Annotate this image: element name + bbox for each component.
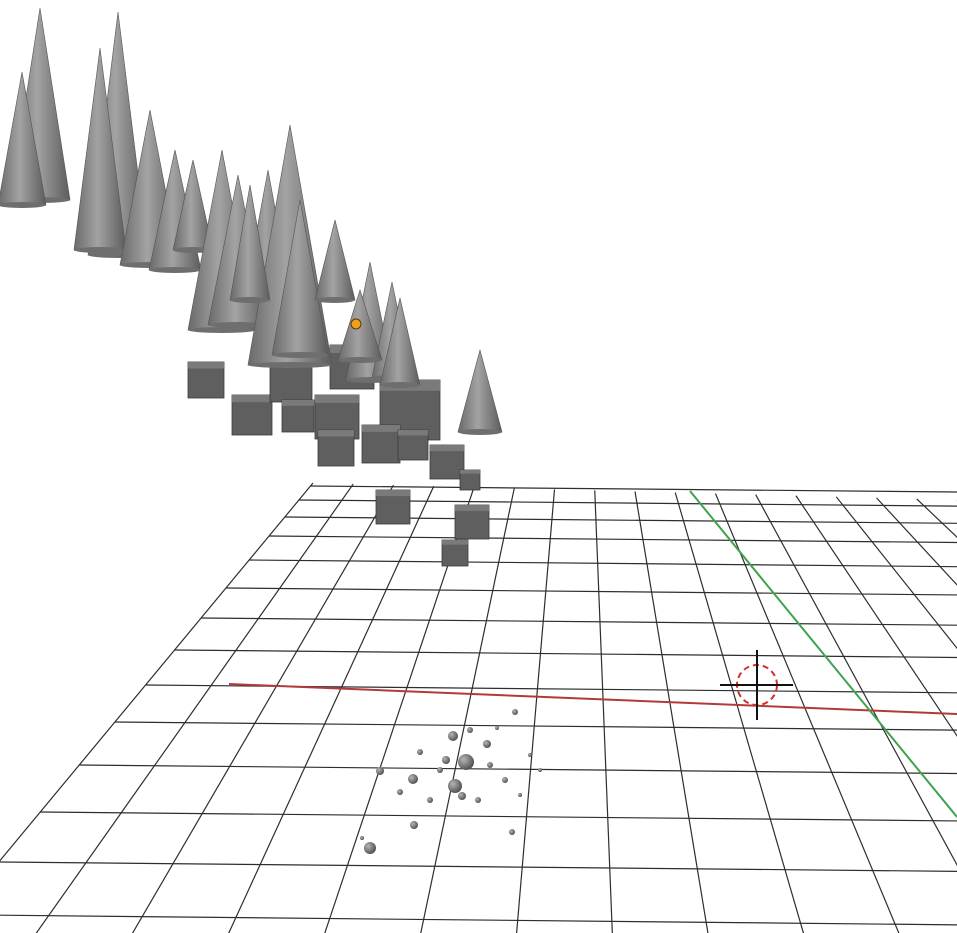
cube-top-face: [318, 430, 354, 437]
grid-line: [114, 721, 957, 731]
x-axis-line: [228, 683, 957, 715]
cone-object[interactable]: [457, 348, 503, 433]
grid-line: [201, 617, 957, 626]
cone-base: [272, 352, 328, 358]
y-axis-line: [689, 490, 957, 818]
particle: [417, 749, 423, 755]
cone-base: [208, 322, 268, 328]
grid-line: [876, 497, 957, 586]
cube-top-face: [282, 400, 314, 406]
particle: [458, 754, 474, 770]
grid-line: [755, 494, 957, 867]
cone-base: [149, 267, 201, 273]
grid-line: [714, 493, 900, 933]
particle: [364, 842, 376, 854]
cube-top-face: [362, 425, 400, 432]
particle: [538, 768, 542, 772]
grid-line: [310, 485, 957, 493]
cone-base: [230, 297, 270, 303]
grid-line: [515, 489, 556, 933]
particle: [448, 779, 462, 793]
particle: [442, 756, 450, 764]
cube-top-face: [398, 430, 428, 436]
particle: [427, 797, 433, 803]
particle: [410, 821, 418, 829]
grid-line: [795, 495, 957, 737]
cone-base: [338, 357, 382, 363]
particle: [487, 762, 493, 768]
grid-line: [594, 490, 613, 933]
cube-top-face: [188, 362, 224, 369]
cone-base: [74, 247, 126, 253]
particle: [528, 753, 532, 757]
grid-line: [40, 811, 957, 822]
cone-base: [0, 202, 46, 208]
grid-line: [269, 535, 957, 544]
particle: [467, 727, 473, 733]
particle: [509, 829, 515, 835]
cube-top-face: [430, 445, 464, 452]
grid-line: [634, 491, 709, 933]
cone-base: [458, 429, 502, 435]
cube-top-face: [232, 395, 272, 403]
particle: [448, 731, 458, 741]
cone-base: [248, 362, 332, 368]
3d-cursor[interactable]: [720, 650, 793, 720]
cone-object[interactable]: [314, 219, 356, 301]
grid-floor: [0, 482, 957, 933]
cone-cluster[interactable]: [0, 7, 503, 435]
particle: [502, 777, 508, 783]
particle: [458, 792, 466, 800]
grid-line: [225, 587, 957, 596]
particle: [376, 767, 384, 775]
cone-base: [188, 327, 256, 333]
grid-line: [79, 764, 957, 775]
cube-top-face: [315, 395, 359, 403]
cube-cluster[interactable]: [187, 344, 490, 567]
particle: [437, 767, 443, 773]
grid-line: [131, 484, 395, 933]
particle: [408, 774, 418, 784]
particle: [397, 789, 403, 795]
grid-line: [916, 498, 957, 538]
particle-cluster: [360, 709, 542, 854]
cone-base: [315, 297, 355, 303]
cube-top-face: [376, 490, 410, 497]
grid-line: [674, 492, 805, 933]
object-origin-dot[interactable]: [350, 318, 362, 330]
particle: [360, 836, 364, 840]
grid-line: [174, 649, 957, 659]
cone-base: [380, 382, 420, 388]
grid-line: [35, 483, 354, 933]
particle: [495, 726, 499, 730]
grid-line: [249, 559, 957, 568]
cube-top-face: [455, 505, 489, 512]
particle: [512, 709, 518, 715]
grid-line: [0, 914, 957, 926]
particle: [475, 797, 481, 803]
grid-line: [0, 861, 957, 872]
cube-top-face: [442, 540, 468, 545]
grid-line: [0, 482, 314, 862]
particle: [483, 740, 491, 748]
particle: [518, 793, 522, 797]
cube-top-face: [460, 470, 480, 474]
grid-line: [835, 496, 957, 650]
